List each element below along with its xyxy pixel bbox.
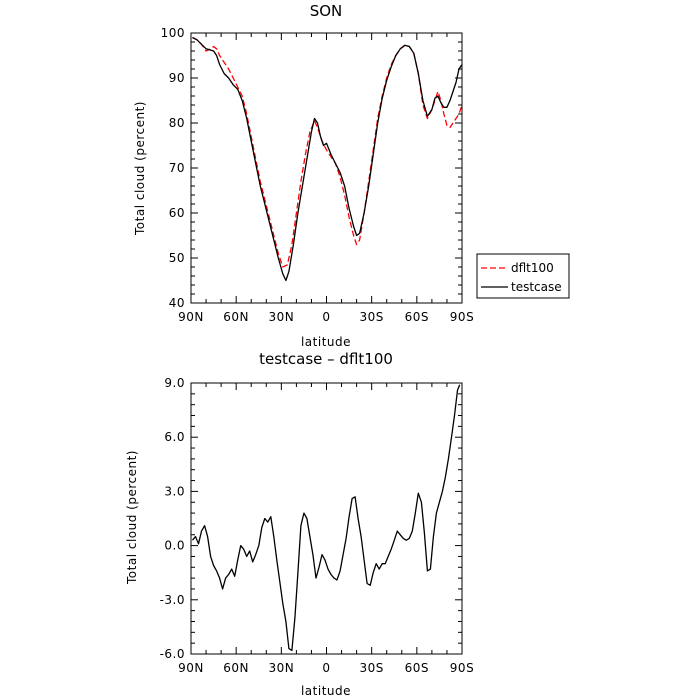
top-panel-ticks	[190, 32, 463, 304]
series-line-testcase	[192, 36, 463, 282]
x-tick-label: 30S	[359, 661, 383, 675]
x-tick-label: 0	[322, 661, 330, 675]
top-panel-title: SON	[310, 2, 343, 20]
legend: dflt100 testcase	[476, 253, 570, 299]
x-tick-label: 60S	[405, 661, 429, 675]
y-tick-label: 60	[169, 206, 185, 220]
bottom-panel-ticks	[190, 382, 463, 655]
y-tick-label: -6.0	[160, 647, 185, 661]
x-tick-label: 90N	[178, 661, 204, 675]
x-tick-label: 60S	[405, 310, 429, 324]
y-tick-label: 6.0	[164, 430, 185, 444]
x-tick-label: 0	[322, 310, 330, 324]
top-panel-x-axis-label: latitude	[301, 335, 351, 349]
bottom-panel-frame	[190, 382, 463, 655]
bottom-panel-x-tick-labels: 90N 60N 30N 0 30S 60S 90S	[178, 661, 474, 675]
x-tick-label: 30S	[359, 310, 383, 324]
x-tick-label: 90N	[178, 310, 204, 324]
x-tick-label: 60N	[223, 310, 249, 324]
y-tick-label: -3.0	[160, 593, 185, 607]
bottom-panel-x-axis-label: latitude	[301, 684, 351, 698]
legend-label-testcase: testcase	[511, 280, 562, 294]
top-panel-x-tick-labels: 90N 60N 30N 0 30S 60S 90S	[178, 310, 474, 324]
top-panel-frame	[190, 32, 463, 304]
bottom-panel-lines	[192, 384, 461, 652]
bottom-panel-y-tick-labels: -6.0 -3.0 0.0 3.0 6.0 9.0	[160, 376, 185, 661]
y-tick-label: 100	[161, 26, 185, 40]
x-tick-label: 30N	[268, 310, 294, 324]
top-panel-y-axis-label: Total cloud (percent)	[133, 101, 147, 236]
top-panel-lines	[192, 36, 463, 282]
y-tick-label: 80	[169, 116, 185, 130]
legend-label-dflt100: dflt100	[511, 261, 554, 275]
x-tick-label: 90S	[450, 661, 474, 675]
x-tick-label: 90S	[450, 310, 474, 324]
series-line-diff-0	[192, 384, 461, 652]
bottom-panel-y-axis-label: Total cloud (percent)	[125, 450, 139, 585]
x-tick-label: 30N	[268, 661, 294, 675]
y-tick-label: 9.0	[164, 376, 185, 390]
series-line-dflt100	[192, 36, 463, 268]
y-tick-label: 90	[169, 71, 185, 85]
y-tick-label: 3.0	[164, 484, 185, 498]
y-tick-label: 40	[169, 296, 185, 310]
y-tick-label: 0.0	[164, 539, 185, 553]
top-panel-y-tick-labels: 40 50 60 70 80 90 100	[161, 26, 185, 310]
x-tick-label: 60N	[223, 661, 249, 675]
legend-box	[476, 253, 570, 299]
y-tick-label: 70	[169, 161, 185, 175]
bottom-panel-title: testcase – dflt100	[259, 350, 393, 368]
y-tick-label: 50	[169, 251, 185, 265]
